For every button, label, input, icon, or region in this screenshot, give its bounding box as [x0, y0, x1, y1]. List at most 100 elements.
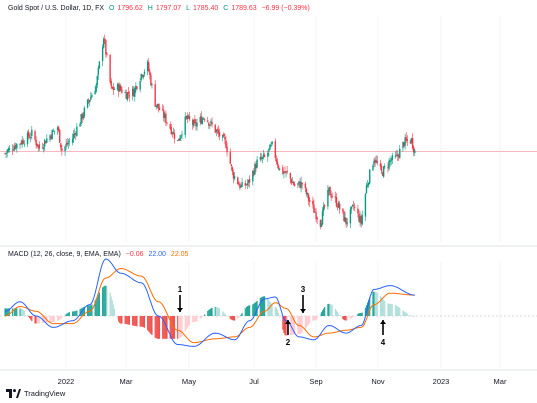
candle-body: [12, 149, 15, 151]
candle-body: [106, 53, 108, 55]
macd-histogram-bar: [357, 313, 359, 316]
candle-body: [209, 124, 211, 126]
macd-histogram-bar: [301, 316, 303, 333]
candle-body: [146, 61, 149, 72]
candle-body: [59, 129, 61, 143]
macd-histogram-bar: [344, 316, 346, 321]
macd-histogram-bar: [19, 308, 21, 316]
candle-body: [283, 172, 285, 174]
macd-histogram-bar: [20, 308, 22, 316]
candle-body: [261, 157, 264, 159]
candle-body: [31, 129, 33, 137]
candle-body: [411, 137, 414, 149]
candle-body: [95, 84, 97, 92]
candle-body: [86, 99, 89, 108]
candle-body: [328, 187, 330, 192]
candle-body: [5, 153, 7, 154]
candle-body: [118, 84, 120, 92]
macd-histogram-bar: [327, 304, 329, 316]
macd-histogram-bar: [132, 316, 134, 326]
macd-histogram-bar: [286, 316, 288, 336]
x-tick-label: Mar: [493, 377, 507, 386]
macd-hist-value: −0.06: [125, 251, 144, 258]
candle-body: [53, 130, 56, 132]
macd-histogram-bar: [256, 300, 258, 316]
macd-histogram-bar: [102, 287, 104, 316]
candle-body: [229, 152, 231, 164]
candle-body: [230, 164, 233, 167]
macd-histogram-bar: [364, 307, 367, 316]
candle-body: [21, 139, 23, 145]
macd-histogram-bar: [406, 313, 408, 316]
annotation-arrow-4-head: [380, 320, 386, 324]
candle-body: [28, 137, 31, 139]
change-value: −6.99 (−0.39%): [261, 5, 310, 12]
candle-body: [158, 107, 161, 111]
macd-histogram-bar: [185, 316, 187, 330]
candle-body: [66, 142, 68, 145]
macd-title[interactable]: MACD (12, 26, close, 9, EMA, EMA): [8, 251, 121, 258]
candle-body: [94, 91, 96, 95]
macd-histogram-bar: [304, 316, 306, 329]
macd-histogram-bar: [96, 296, 98, 316]
macd-histogram-bar: [125, 316, 127, 325]
candle-body: [256, 159, 258, 168]
macd-histogram-bar: [171, 316, 173, 339]
macd-histogram-bar: [14, 308, 16, 316]
candle-body: [241, 182, 243, 187]
tradingview-footer[interactable]: TradingView: [6, 389, 65, 398]
candle-body: [373, 160, 375, 165]
macd-histogram-bar: [8, 308, 10, 316]
macd-histogram-bar: [414, 316, 416, 317]
candle-body: [22, 140, 24, 144]
macd-histogram-bar: [254, 302, 256, 316]
macd-histogram-bar: [331, 305, 333, 316]
macd-histogram-bar: [74, 311, 76, 316]
macd-histogram-bar: [349, 316, 352, 320]
candle-body: [387, 166, 389, 168]
candle-body: [342, 208, 344, 212]
macd-histogram-bar: [52, 316, 54, 323]
candle-body: [397, 155, 400, 158]
candle-body: [120, 86, 122, 90]
candle-body: [346, 222, 348, 224]
macd-histogram-bar: [284, 316, 286, 336]
candle-body: [20, 142, 22, 145]
x-tick-label: Sep: [309, 377, 323, 386]
symbol-title[interactable]: Gold Spot / U.S. Dollar, 1D, FX: [8, 5, 105, 12]
candle-body: [313, 204, 315, 213]
x-tick-label: May: [181, 377, 197, 386]
macd-histogram-bar: [4, 308, 6, 316]
macd-histogram-bar: [259, 297, 261, 316]
candle-body: [217, 130, 220, 134]
macd-histogram-bar: [413, 315, 415, 317]
candle-body: [141, 74, 144, 77]
macd-histogram-bar: [179, 316, 181, 339]
macd-histogram-bar: [68, 312, 70, 316]
candle-body: [240, 185, 242, 188]
candle-body: [354, 207, 356, 209]
macd-histogram-bar: [178, 316, 180, 339]
candle-body: [112, 87, 115, 91]
macd-histogram-bar: [353, 316, 355, 317]
macd-histogram-bar: [119, 316, 121, 324]
macd-histogram-bar: [201, 316, 203, 317]
candle-body: [154, 84, 156, 107]
candle-body: [13, 146, 16, 150]
candle-body: [247, 180, 250, 183]
candle-body: [203, 119, 206, 121]
macd-histogram-bar: [208, 310, 210, 316]
candle-body: [331, 196, 333, 198]
candle-body: [404, 137, 406, 146]
candle-body: [292, 182, 295, 185]
macd-histogram-bar: [374, 291, 376, 316]
macd-histogram-bar: [379, 295, 382, 316]
candle-body: [308, 199, 311, 203]
macd-histogram-bar: [410, 315, 413, 316]
candle-body: [124, 92, 126, 94]
candle-body: [211, 122, 213, 125]
macd-histogram-bar: [202, 315, 205, 317]
macd-histogram-bar: [330, 304, 332, 316]
macd-histogram-bar: [12, 308, 15, 316]
